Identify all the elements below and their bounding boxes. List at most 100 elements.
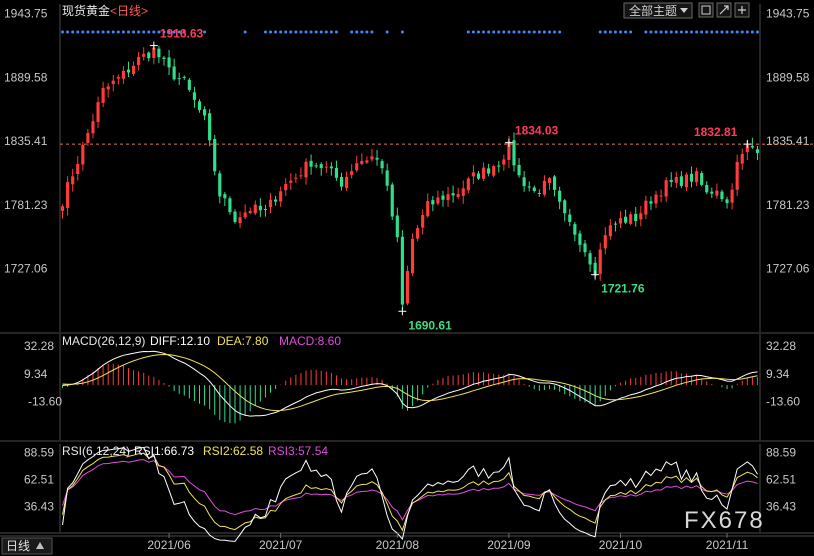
- event-dot[interactable]: [355, 30, 359, 34]
- candle-body[interactable]: [202, 109, 207, 116]
- candle-body[interactable]: [456, 194, 460, 197]
- event-dot[interactable]: [334, 30, 338, 34]
- event-dot[interactable]: [279, 30, 283, 34]
- candle-body[interactable]: [725, 199, 729, 204]
- event-dot[interactable]: [629, 30, 633, 34]
- candle-body[interactable]: [700, 173, 704, 185]
- event-dot[interactable]: [132, 30, 136, 34]
- candle-body[interactable]: [669, 179, 673, 182]
- candle-body[interactable]: [507, 141, 511, 160]
- candle-body[interactable]: [583, 243, 587, 253]
- candle-body[interactable]: [116, 77, 120, 79]
- event-dot[interactable]: [532, 30, 536, 34]
- event-dot[interactable]: [669, 30, 673, 34]
- candle-body[interactable]: [385, 170, 389, 186]
- candle-body[interactable]: [405, 271, 410, 304]
- event-dot[interactable]: [162, 30, 166, 34]
- candle-body[interactable]: [720, 191, 724, 200]
- event-dot[interactable]: [101, 30, 105, 34]
- candle-body[interactable]: [537, 192, 541, 194]
- candle-body[interactable]: [598, 249, 602, 274]
- candle-body[interactable]: [365, 160, 369, 163]
- candle-body[interactable]: [162, 57, 166, 59]
- event-dot[interactable]: [142, 30, 146, 34]
- event-dot[interactable]: [700, 30, 704, 34]
- candle-body[interactable]: [441, 195, 445, 200]
- candle-body[interactable]: [324, 166, 328, 168]
- event-dot[interactable]: [284, 30, 288, 34]
- candle-body[interactable]: [319, 164, 323, 169]
- period-button[interactable]: 日线: [1, 537, 53, 555]
- event-dot[interactable]: [522, 30, 526, 34]
- event-dot[interactable]: [111, 30, 115, 34]
- candle-body[interactable]: [547, 178, 552, 183]
- candle-body[interactable]: [679, 176, 683, 186]
- candle-body[interactable]: [558, 190, 562, 202]
- candle-body[interactable]: [568, 214, 572, 222]
- candle-body[interactable]: [613, 223, 618, 225]
- candle-body[interactable]: [76, 164, 80, 175]
- event-dot[interactable]: [91, 30, 95, 34]
- add-indicator-button[interactable]: [734, 2, 750, 18]
- event-dot[interactable]: [497, 30, 501, 34]
- event-dot[interactable]: [81, 30, 85, 34]
- event-dot[interactable]: [705, 30, 709, 34]
- candle-body[interactable]: [101, 87, 105, 103]
- candle-body[interactable]: [481, 167, 486, 179]
- candle-body[interactable]: [588, 253, 592, 265]
- event-dot[interactable]: [157, 30, 161, 34]
- candle-body[interactable]: [552, 176, 557, 190]
- event-dot[interactable]: [66, 30, 70, 34]
- candle-body[interactable]: [314, 165, 318, 167]
- candle-body[interactable]: [649, 201, 653, 204]
- candle-body[interactable]: [634, 213, 638, 222]
- event-dot[interactable]: [370, 30, 374, 34]
- candle-body[interactable]: [745, 144, 749, 153]
- candle-body[interactable]: [730, 189, 734, 203]
- event-dot[interactable]: [360, 30, 364, 34]
- candle-body[interactable]: [299, 175, 303, 177]
- candle-body[interactable]: [329, 166, 333, 169]
- event-dot[interactable]: [329, 30, 333, 34]
- candle-body[interactable]: [60, 206, 65, 211]
- candle-body[interactable]: [96, 102, 100, 122]
- candle-body[interactable]: [152, 47, 156, 59]
- event-dot[interactable]: [725, 30, 729, 34]
- event-dot[interactable]: [654, 30, 658, 34]
- candle-body[interactable]: [131, 65, 136, 74]
- candle-body[interactable]: [208, 113, 212, 141]
- candle-body[interactable]: [167, 57, 171, 68]
- candle-body[interactable]: [228, 198, 232, 213]
- candle-body[interactable]: [624, 216, 628, 223]
- candle-body[interactable]: [213, 138, 217, 172]
- event-dot[interactable]: [527, 30, 531, 34]
- event-dot[interactable]: [294, 30, 298, 34]
- candle-body[interactable]: [466, 178, 470, 191]
- event-dot[interactable]: [690, 30, 694, 34]
- event-dot[interactable]: [76, 30, 80, 34]
- candle-body[interactable]: [360, 160, 364, 165]
- candle-body[interactable]: [66, 182, 70, 208]
- candle-body[interactable]: [121, 70, 125, 79]
- candle-body[interactable]: [304, 161, 308, 178]
- candle-body[interactable]: [446, 194, 450, 201]
- candle-body[interactable]: [755, 149, 760, 153]
- event-dot[interactable]: [720, 30, 724, 34]
- candle-body[interactable]: [684, 174, 689, 188]
- event-dot[interactable]: [750, 30, 754, 34]
- candle-body[interactable]: [137, 56, 141, 66]
- event-dot[interactable]: [319, 30, 323, 34]
- candle-body[interactable]: [487, 168, 491, 174]
- event-dot[interactable]: [476, 30, 480, 34]
- candle-body[interactable]: [71, 176, 75, 185]
- event-dot[interactable]: [466, 30, 470, 34]
- candle-body[interactable]: [740, 153, 744, 164]
- event-dot[interactable]: [324, 30, 328, 34]
- event-dot[interactable]: [507, 30, 511, 34]
- event-dot[interactable]: [269, 30, 273, 34]
- event-dot[interactable]: [365, 30, 369, 34]
- event-dot[interactable]: [400, 30, 404, 34]
- candle-body[interactable]: [187, 79, 191, 90]
- candle-body[interactable]: [375, 157, 379, 160]
- candle-body[interactable]: [451, 193, 455, 196]
